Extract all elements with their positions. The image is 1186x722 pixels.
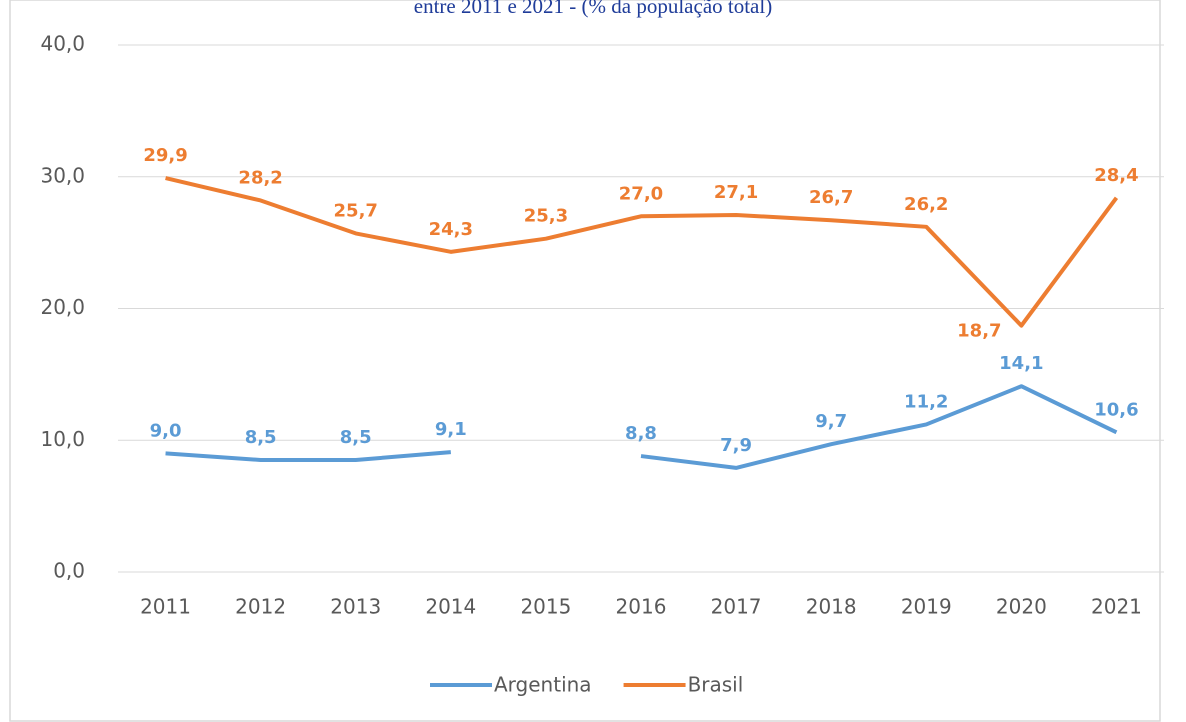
series-line — [165, 176, 1119, 328]
x-tick-label: 2017 — [711, 595, 762, 619]
data-label: 10,6 — [1094, 399, 1138, 420]
y-tick-label: 40,0 — [40, 32, 85, 56]
data-label: 9,7 — [815, 411, 847, 432]
data-label: 8,5 — [245, 427, 277, 448]
data-label: 27,0 — [619, 183, 663, 204]
x-tick-label: 2021 — [1091, 595, 1142, 619]
legend-label: Brasil — [688, 673, 744, 697]
x-tick-label: 2020 — [996, 595, 1047, 619]
data-label: 18,7 — [957, 321, 1001, 342]
data-label: 28,2 — [238, 167, 282, 188]
x-tick-label: 2014 — [425, 595, 476, 619]
data-label: 29,9 — [143, 145, 187, 166]
data-label: 14,1 — [999, 353, 1043, 374]
x-tick-label: 2011 — [140, 595, 191, 619]
chart-frame — [9, 0, 1161, 722]
data-label: 9,0 — [150, 420, 182, 441]
y-tick-label: 30,0 — [40, 163, 85, 187]
series-line — [165, 384, 1118, 470]
data-label: 25,3 — [524, 206, 568, 227]
data-label: 8,5 — [340, 427, 372, 448]
x-tick-label: 2013 — [330, 595, 381, 619]
data-label: 9,1 — [435, 419, 467, 440]
data-label: 26,2 — [904, 194, 948, 215]
data-label: 7,9 — [720, 435, 752, 456]
y-tick-label: 10,0 — [40, 427, 85, 451]
legend-label: Argentina — [494, 673, 592, 697]
chart-title: entre 2011 e 2021 - (% da população tota… — [414, 0, 772, 18]
x-tick-label: 2019 — [901, 595, 952, 619]
x-tick-label: 2016 — [616, 595, 667, 619]
x-tick-label: 2015 — [520, 595, 571, 619]
x-tick-label: 2012 — [235, 595, 286, 619]
x-tick-label: 2018 — [806, 595, 857, 619]
data-label: 8,8 — [625, 423, 657, 444]
data-label: 28,4 — [1094, 165, 1138, 186]
y-tick-label: 0,0 — [53, 559, 85, 583]
data-label: 26,7 — [809, 187, 853, 208]
data-label: 27,1 — [714, 182, 758, 203]
data-label: 25,7 — [334, 200, 378, 221]
y-tick-label: 20,0 — [40, 295, 85, 319]
data-label: 24,3 — [429, 219, 473, 240]
data-label: 11,2 — [904, 391, 948, 412]
